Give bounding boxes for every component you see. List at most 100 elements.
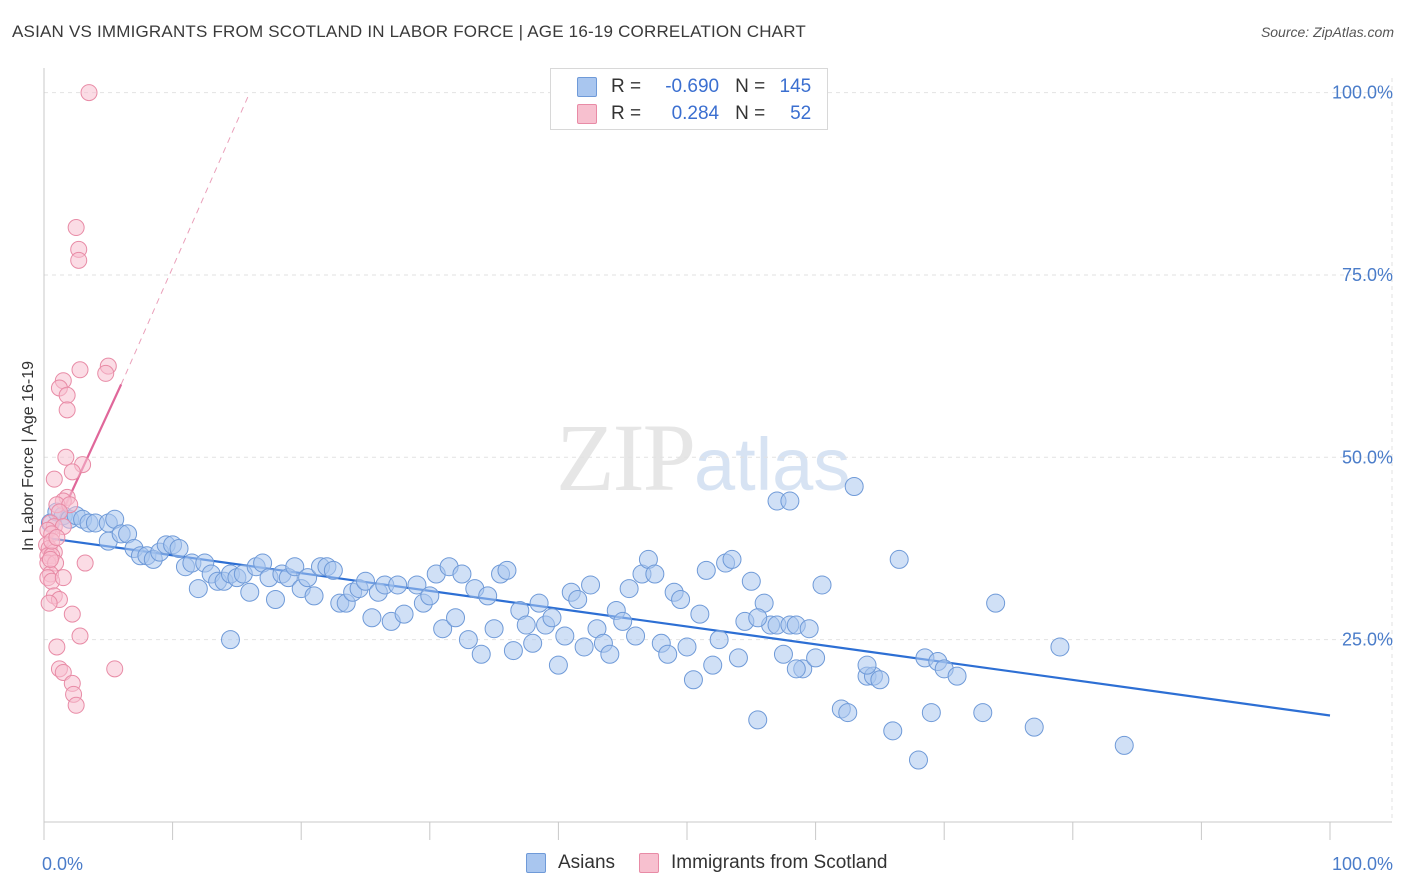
data-point-asians [1024, 717, 1044, 737]
data-point-asians [806, 648, 826, 668]
data-point-asians [285, 557, 305, 577]
watermark-zip: ZIP [556, 404, 696, 511]
data-point-scotland [40, 594, 58, 612]
legend-r-label: R = [611, 103, 642, 124]
legend-row-asians: R = -0.690 N = 145 [577, 75, 811, 99]
legend-swatch-scotland [639, 853, 660, 873]
data-point-asians [677, 637, 697, 657]
data-point-asians [362, 608, 382, 628]
data-point-asians [323, 560, 343, 580]
data-point-scotland [106, 660, 124, 678]
data-point-asians [696, 560, 716, 580]
grid-lines [44, 78, 1393, 822]
y-tick-label: 50.0% [1342, 447, 1393, 467]
legend-item-asians[interactable]: Asians [526, 852, 615, 874]
data-point-asians [304, 586, 324, 606]
data-point-scotland [71, 361, 89, 379]
data-point-asians [947, 666, 967, 686]
data-point-asians [671, 590, 691, 610]
data-point-asians [773, 644, 793, 664]
data-point-asians [844, 476, 864, 496]
data-point-asians [889, 549, 909, 569]
data-point-asians [497, 560, 517, 580]
legend-r-label: R = [611, 76, 642, 97]
chart-title: ASIAN VS IMMIGRANTS FROM SCOTLAND IN LAB… [12, 22, 806, 41]
data-point-asians [298, 568, 318, 588]
data-point-asians [356, 571, 375, 591]
data-point-asians [240, 582, 260, 602]
data-point-scotland [67, 696, 85, 714]
data-point-scotland [76, 554, 94, 572]
tick-labels: 25.0% 50.0% 75.0% 100.0% 0.0% 100.0% [42, 83, 1393, 874]
data-point-asians [220, 630, 240, 650]
data-point-scotland [71, 627, 89, 645]
axes [43, 68, 1392, 840]
correlation-legend: R = -0.690 N = 145 R = 0.284 N = 52 [550, 68, 828, 130]
data-points [38, 84, 1134, 770]
y-tick-label: 100.0% [1332, 83, 1393, 103]
data-point-asians [1050, 637, 1070, 657]
data-point-asians [407, 575, 427, 595]
legend-n-value-asians: 145 [779, 76, 812, 97]
data-point-asians [883, 721, 903, 741]
data-point-scotland [48, 529, 66, 547]
data-point-asians [265, 590, 285, 610]
data-point-asians [986, 593, 1006, 613]
data-point-asians [722, 549, 742, 569]
data-point-asians [780, 491, 800, 511]
data-point-scotland [67, 219, 85, 237]
data-point-asians [581, 575, 601, 595]
data-point-asians [613, 611, 633, 631]
legend-label-asians: Asians [558, 852, 616, 873]
data-point-asians [658, 644, 678, 664]
data-point-scotland [54, 569, 72, 587]
data-point-scotland [58, 386, 76, 404]
data-point-asians [600, 644, 620, 664]
data-point-asians [748, 710, 768, 730]
y-tick-label: 25.0% [1342, 630, 1393, 650]
data-point-scotland [41, 550, 59, 568]
data-point-asians [619, 579, 639, 599]
data-point-scotland [63, 463, 81, 481]
data-point-asians [748, 608, 768, 628]
legend-r-value-asians: -0.690 [665, 76, 720, 97]
data-point-asians [523, 633, 543, 653]
legend-n-label: N = [735, 103, 766, 124]
data-point-asians [458, 630, 478, 650]
data-point-asians [433, 619, 453, 639]
data-point-asians [574, 637, 594, 657]
data-point-asians [786, 659, 806, 679]
y-axis-label: In Labor Force | Age 16-19 [20, 361, 37, 551]
legend-item-scotland[interactable]: Immigrants from Scotland [639, 852, 888, 874]
data-point-asians [388, 575, 408, 595]
data-point-asians [568, 590, 588, 610]
data-point-asians [908, 750, 928, 770]
data-point-asians [394, 604, 414, 624]
data-point-asians [857, 655, 877, 675]
data-point-asians [626, 626, 646, 646]
series-legend: Asians Immigrants from Scotland [526, 852, 912, 874]
data-point-scotland [45, 470, 63, 488]
data-point-scotland [70, 251, 88, 269]
legend-n-label: N = [735, 76, 766, 97]
data-point-scotland [80, 84, 98, 102]
data-point-asians [542, 608, 562, 628]
source-label[interactable]: Source: ZipAtlas.com [1260, 24, 1394, 40]
data-point-asians [446, 608, 466, 628]
data-point-asians [484, 619, 504, 639]
legend-swatch-scotland [577, 104, 597, 124]
legend-r-value-scotland: 0.284 [671, 103, 720, 124]
x-tick-label: 100.0% [1332, 854, 1393, 874]
legend-label-scotland: Immigrants from Scotland [671, 852, 888, 873]
x-tick-label: 0.0% [42, 854, 83, 874]
data-point-asians [516, 615, 536, 635]
data-point-asians [1114, 735, 1134, 755]
data-point-scotland [48, 638, 66, 656]
data-point-asians [478, 586, 498, 606]
data-point-scotland [57, 448, 75, 466]
legend-swatch-asians [577, 77, 597, 97]
y-tick-label: 75.0% [1342, 265, 1393, 285]
data-point-asians [690, 604, 710, 624]
data-point-asians [529, 593, 549, 613]
